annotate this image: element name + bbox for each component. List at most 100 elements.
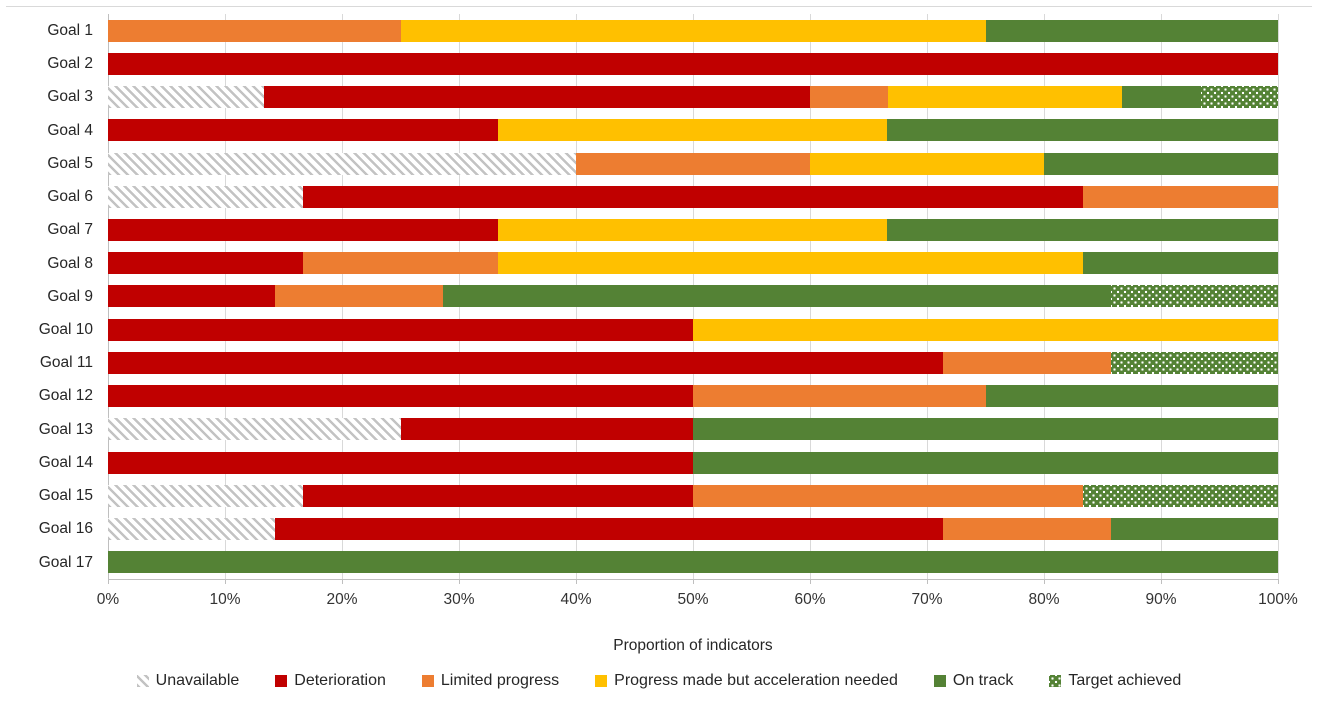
x-tick-70: [927, 579, 928, 584]
legend-label-on-track: On track: [952, 672, 1014, 689]
segment-unavailable-goal-6: [108, 185, 304, 208]
category-label-goal-5: Goal 5: [47, 154, 93, 172]
bar-row-goal-4: Goal 4: [0, 114, 1278, 147]
segment-deterioration-goal-3: [263, 86, 810, 109]
segment-unavailable-goal-16: [108, 518, 276, 541]
stacked-bar-goal-9: [108, 285, 1278, 308]
segment-limited-progress-goal-1: [108, 19, 401, 42]
category-label-goal-12: Goal 12: [38, 387, 93, 405]
legend-swatch-on-track-icon: [933, 675, 946, 687]
category-label-goal-14: Goal 14: [38, 453, 93, 471]
bar-row-goal-5: Goal 5: [0, 147, 1278, 180]
segment-limited-progress-goal-6: [1082, 185, 1278, 208]
segment-limited-progress-goal-8: [303, 252, 498, 275]
stacked-bar-goal-8: [108, 252, 1278, 275]
stacked-bar-goal-5: [108, 152, 1278, 175]
legend-item-target-achieved: Target achieved: [1049, 673, 1181, 689]
category-label-goal-13: Goal 13: [38, 420, 93, 438]
x-tick-label-90: 90%: [1145, 591, 1177, 608]
segment-unavailable-goal-3: [108, 86, 264, 109]
stacked-bar-goal-2: [108, 52, 1278, 75]
x-tick-100: [1278, 579, 1279, 584]
chart-border-top: [6, 6, 1312, 7]
segment-on-track-goal-14: [693, 451, 1278, 474]
bar-row-goal-1: Goal 1: [0, 14, 1278, 47]
category-label-goal-17: Goal 17: [38, 553, 93, 571]
segment-target-achieved-goal-9: [1110, 285, 1278, 308]
segment-progress-acceleration-goal-3: [888, 86, 1123, 109]
bar-row-goal-17: Goal 17: [0, 546, 1278, 579]
segment-on-track-goal-13: [693, 418, 1278, 441]
bar-row-goal-16: Goal 16: [0, 513, 1278, 546]
legend-item-on-track: On track: [933, 672, 1014, 689]
segment-deterioration-goal-14: [108, 451, 693, 474]
legend-swatch-unavailable-icon: [136, 675, 149, 687]
bar-row-goal-2: Goal 2: [0, 47, 1278, 80]
segment-on-track-goal-1: [985, 19, 1278, 42]
bar-row-goal-7: Goal 7: [0, 213, 1278, 246]
bar-row-goal-10: Goal 10: [0, 313, 1278, 346]
legend-swatch-progress-acceleration-icon: [595, 675, 608, 687]
segment-progress-acceleration-goal-10: [693, 318, 1278, 341]
segment-target-achieved-goal-3: [1200, 86, 1278, 109]
legend-item-limited-progress: Limited progress: [421, 673, 559, 689]
segment-on-track-goal-8: [1082, 252, 1278, 275]
stacked-bar-goal-12: [108, 385, 1278, 408]
stacked-bar-goal-17: [108, 551, 1278, 574]
segment-progress-acceleration-goal-1: [400, 19, 986, 42]
bar-row-goal-9: Goal 9: [0, 280, 1278, 313]
category-label-goal-16: Goal 16: [38, 520, 93, 538]
segment-deterioration-goal-9: [108, 285, 276, 308]
segment-progress-acceleration-goal-7: [497, 219, 888, 242]
category-label-goal-8: Goal 8: [47, 254, 93, 272]
x-tick-80: [1044, 579, 1045, 584]
bar-row-goal-8: Goal 8: [0, 247, 1278, 280]
segment-progress-acceleration-goal-5: [810, 152, 1044, 175]
legend-item-unavailable: Unavailable: [136, 672, 240, 689]
segment-on-track-goal-4: [887, 119, 1278, 142]
legend-label-progress-acceleration: Progress made but acceleration needed: [614, 672, 898, 689]
x-tick-label-100: 100%: [1258, 591, 1298, 608]
stacked-bar-goal-1: [108, 19, 1278, 42]
stacked-bar-goal-7: [108, 219, 1278, 242]
segment-limited-progress-goal-12: [693, 385, 986, 408]
legend-swatch-deterioration-icon: [275, 675, 288, 687]
category-label-goal-10: Goal 10: [38, 320, 93, 338]
stacked-bar-goal-15: [108, 484, 1278, 507]
segment-limited-progress-goal-11: [943, 351, 1111, 374]
x-tick-label-30: 30%: [443, 591, 475, 608]
category-label-goal-11: Goal 11: [39, 354, 93, 372]
segment-deterioration-goal-13: [400, 418, 693, 441]
segment-progress-acceleration-goal-4: [497, 119, 888, 142]
x-axis-tick-labels: 0% 10% 20% 30% 40% 50% 60% 70% 80% 90% 100%: [0, 591, 1318, 611]
x-tick-label-80: 80%: [1028, 591, 1060, 608]
segment-deterioration-goal-8: [108, 252, 304, 275]
category-label-goal-1: Goal 1: [47, 21, 93, 39]
segment-on-track-goal-12: [985, 385, 1278, 408]
stacked-bar-goal-13: [108, 418, 1278, 441]
segment-limited-progress-goal-3: [809, 86, 889, 109]
segment-deterioration-goal-16: [275, 518, 944, 541]
stacked-bar-goal-14: [108, 451, 1278, 474]
x-tick-label-0: 0%: [96, 591, 120, 608]
x-tick-label-50: 50%: [677, 591, 709, 608]
bar-row-goal-6: Goal 6: [0, 180, 1278, 213]
x-tick-20: [342, 579, 343, 584]
bar-row-goal-12: Goal 12: [0, 380, 1278, 413]
legend-label-unavailable: Unavailable: [155, 672, 240, 689]
segment-deterioration-goal-15: [303, 484, 693, 507]
x-tick-label-10: 10%: [209, 591, 241, 608]
x-tick-label-70: 70%: [911, 591, 943, 608]
x-tick-60: [810, 579, 811, 584]
segment-on-track-goal-16: [1110, 518, 1278, 541]
segment-on-track-goal-7: [887, 219, 1278, 242]
x-tick-30: [459, 579, 460, 584]
segment-on-track-goal-17: [108, 551, 1278, 574]
segment-limited-progress-goal-9: [275, 285, 443, 308]
segment-deterioration-goal-11: [108, 351, 944, 374]
category-label-goal-4: Goal 4: [47, 121, 93, 139]
x-tick-50: [693, 579, 694, 584]
segment-unavailable-goal-13: [108, 418, 401, 441]
x-tick-40: [576, 579, 577, 584]
category-label-goal-3: Goal 3: [47, 88, 93, 106]
